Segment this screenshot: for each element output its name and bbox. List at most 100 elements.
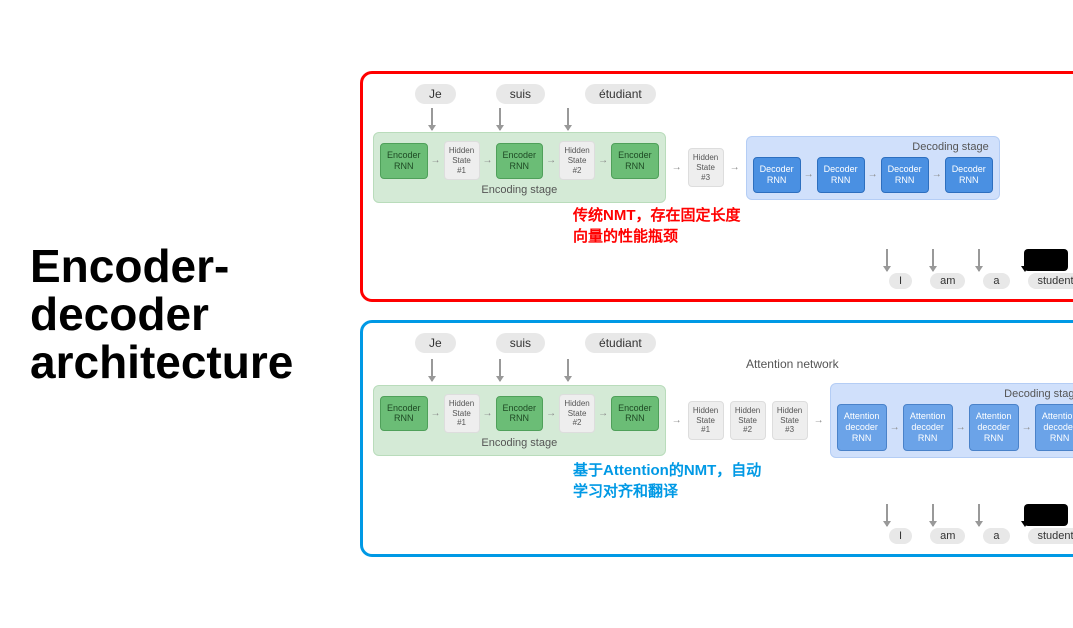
arrow-down-icon	[499, 359, 501, 381]
title-line-3: architecture	[30, 336, 293, 388]
input-tokens-row: Je suis étudiant	[415, 84, 1073, 104]
attention-decoder-rnn: AttentiondecoderRNN	[903, 404, 953, 450]
bridge-hidden-state: HiddenState#3	[688, 148, 724, 187]
slide-container: Encoder- decoder architecture Je suis ét…	[0, 0, 1073, 628]
encoder-rnn: EncoderRNN	[380, 143, 428, 179]
decoding-stage: Decoding stage AttentiondecoderRNN → Att…	[830, 383, 1073, 457]
encoder-rnn: EncoderRNN	[611, 143, 659, 179]
attention-decoder-rnn: AttentiondecoderRNN	[969, 404, 1019, 450]
output-token: student	[1028, 273, 1073, 289]
arrow-right-icon: →	[431, 408, 441, 419]
output-token: am	[930, 528, 965, 544]
encoding-stage: EncoderRNN → HiddenState#1 → EncoderRNN …	[373, 385, 666, 456]
input-token: suis	[496, 84, 545, 104]
arrow-right-icon: →	[546, 408, 556, 419]
annotation-line: 向量的性能瓶颈	[573, 228, 678, 245]
title-line-1: Encoder-	[30, 240, 229, 292]
input-arrows	[431, 108, 1073, 130]
stages-row: EncoderRNN → HiddenState#1 → EncoderRNN …	[373, 383, 1073, 457]
arrow-right-icon: →	[730, 162, 740, 173]
output-token: I	[889, 273, 912, 289]
output-arrows	[373, 504, 1068, 526]
encoder-blocks: EncoderRNN → HiddenState#1 → EncoderRNN …	[380, 141, 659, 180]
annotation-traditional: 传统NMT，存在固定长度 向量的性能瓶颈	[573, 205, 1073, 247]
encoder-rnn: EncoderRNN	[380, 396, 428, 432]
arrow-down-icon	[431, 108, 433, 130]
input-tokens-row: Je suis étudiant	[415, 333, 1073, 353]
bridge-hidden-state: HiddenState#3	[772, 401, 808, 440]
arrow-right-icon: →	[932, 169, 942, 180]
annotation-line: 基于Attention的NMT，自动	[573, 462, 761, 479]
arrow-right-icon: →	[431, 155, 441, 166]
decoder-rnn: DecoderRNN	[945, 157, 993, 193]
output-token: a	[983, 528, 1009, 544]
arrow-down-icon	[978, 504, 980, 526]
decoding-stage-label: Decoding stage	[1004, 388, 1073, 400]
slide-title: Encoder- decoder architecture	[30, 242, 360, 387]
arrow-down-icon	[1024, 504, 1068, 526]
arrow-right-icon: →	[868, 169, 878, 180]
decoder-rnn: DecoderRNN	[881, 157, 929, 193]
arrow-down-icon	[886, 249, 888, 271]
input-token: suis	[496, 333, 545, 353]
encoding-stage-label: Encoding stage	[380, 184, 659, 196]
panel-attention-nmt: Je suis étudiant Attention network Encod…	[360, 320, 1073, 556]
annotation-line: 传统NMT，存在固定长度	[573, 207, 741, 224]
attention-decoder-rnn: AttentiondecoderRNN	[1035, 404, 1073, 450]
output-token: student	[1028, 528, 1073, 544]
arrow-down-icon	[567, 359, 569, 381]
annotation-attention: 基于Attention的NMT，自动 学习对齐和翻译	[573, 460, 1073, 502]
bridge-hidden-state: HiddenState#1	[688, 401, 724, 440]
hidden-state: HiddenState#1	[444, 394, 480, 433]
title-line-2: decoder	[30, 288, 209, 340]
encoding-stage: EncoderRNN → HiddenState#1 → EncoderRNN …	[373, 132, 666, 203]
encoder-rnn: EncoderRNN	[611, 396, 659, 432]
decoder-blocks: DecoderRNN → DecoderRNN → DecoderRNN → D…	[753, 157, 993, 193]
arrow-right-icon: →	[598, 408, 608, 419]
arrow-down-icon	[932, 504, 934, 526]
arrow-right-icon: →	[672, 415, 682, 426]
bridge-hidden-state: HiddenState#2	[730, 401, 766, 440]
output-token: am	[930, 273, 965, 289]
arrow-down-icon	[431, 359, 433, 381]
hidden-state: HiddenState#2	[559, 141, 595, 180]
decoder-blocks: AttentiondecoderRNN → AttentiondecoderRN…	[837, 404, 1073, 450]
output-tokens-row: I am a student	[373, 528, 1073, 544]
input-token: étudiant	[585, 84, 656, 104]
arrow-right-icon: →	[804, 169, 814, 180]
encoder-rnn: EncoderRNN	[496, 143, 544, 179]
arrow-down-icon	[499, 108, 501, 130]
arrow-right-icon: →	[1022, 422, 1032, 433]
arrow-right-icon: →	[672, 162, 682, 173]
decoder-rnn: DecoderRNN	[817, 157, 865, 193]
decoder-rnn: DecoderRNN	[753, 157, 801, 193]
encoder-blocks: EncoderRNN → HiddenState#1 → EncoderRNN …	[380, 394, 659, 433]
output-token: I	[889, 528, 912, 544]
arrow-right-icon: →	[598, 155, 608, 166]
hidden-state: HiddenState#2	[559, 394, 595, 433]
arrow-down-icon	[886, 504, 888, 526]
decoding-stage-label: Decoding stage	[912, 141, 988, 153]
encoding-stage-label: Encoding stage	[380, 437, 659, 449]
arrow-right-icon: →	[546, 155, 556, 166]
output-tokens-row: I am a student	[373, 273, 1073, 289]
arrow-down-icon	[978, 249, 980, 271]
attention-decoder-rnn: AttentiondecoderRNN	[837, 404, 887, 450]
input-token: Je	[415, 84, 456, 104]
arrow-right-icon: →	[890, 422, 900, 433]
arrow-down-icon	[1024, 249, 1068, 271]
annotation-line: 学习对齐和翻译	[573, 483, 678, 500]
encoder-rnn: EncoderRNN	[496, 396, 544, 432]
hidden-state: HiddenState#1	[444, 141, 480, 180]
arrow-right-icon: →	[483, 408, 493, 419]
panel-traditional-nmt: Je suis étudiant EncoderRNN → HiddenStat…	[360, 71, 1073, 302]
decoding-stage: Decoding stage DecoderRNN → DecoderRNN →…	[746, 136, 1000, 200]
input-token: étudiant	[585, 333, 656, 353]
arrow-right-icon: →	[814, 415, 824, 426]
output-token: a	[983, 273, 1009, 289]
stages-row: EncoderRNN → HiddenState#1 → EncoderRNN …	[373, 132, 1073, 203]
arrow-down-icon	[932, 249, 934, 271]
output-arrows	[373, 249, 1068, 271]
arrow-right-icon: →	[483, 155, 493, 166]
arrow-right-icon: →	[956, 422, 966, 433]
